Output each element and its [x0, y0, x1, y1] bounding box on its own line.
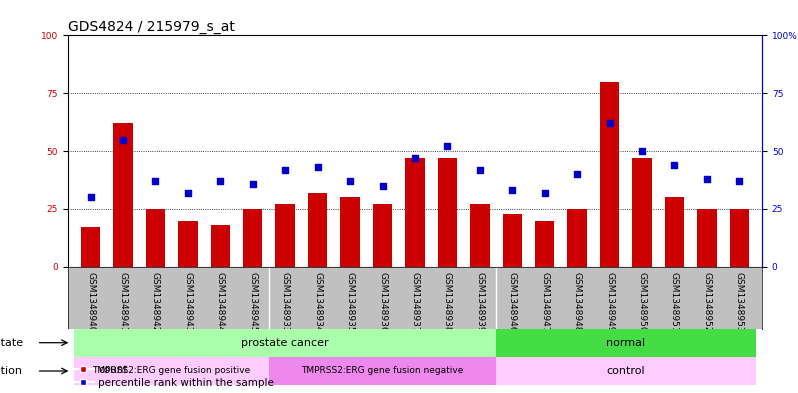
Text: GSM1348942: GSM1348942 — [151, 272, 160, 332]
Text: normal: normal — [606, 338, 646, 348]
Text: GSM1348941: GSM1348941 — [118, 272, 128, 332]
Bar — [308, 193, 327, 267]
Text: GSM1348950: GSM1348950 — [638, 272, 646, 332]
Point — [84, 194, 97, 200]
Bar — [567, 209, 587, 267]
Point — [441, 143, 454, 150]
Bar — [113, 123, 132, 267]
Text: GSM1348952: GSM1348952 — [702, 272, 712, 332]
Bar — [405, 158, 425, 267]
Bar — [275, 204, 295, 267]
Text: GSM1348949: GSM1348949 — [605, 272, 614, 332]
Point — [279, 167, 291, 173]
Point — [701, 176, 713, 182]
Bar — [437, 158, 457, 267]
Bar — [211, 225, 230, 267]
Point — [409, 155, 421, 161]
Text: disease state: disease state — [0, 338, 22, 348]
Point — [571, 171, 583, 177]
Text: GSM1348943: GSM1348943 — [184, 272, 192, 332]
Text: prostate cancer: prostate cancer — [241, 338, 329, 348]
Bar — [243, 209, 263, 267]
Point — [247, 180, 259, 187]
Point — [733, 178, 746, 184]
Point — [473, 167, 486, 173]
Point — [539, 189, 551, 196]
Text: GSM1348946: GSM1348946 — [508, 272, 517, 332]
Bar — [697, 209, 717, 267]
Bar — [535, 220, 555, 267]
Bar — [178, 220, 198, 267]
Point — [506, 187, 519, 194]
Legend: count, percentile rank within the sample: count, percentile rank within the sample — [73, 365, 274, 388]
Bar — [496, 357, 756, 385]
Bar — [729, 209, 749, 267]
Point — [181, 189, 194, 196]
Text: GSM1348951: GSM1348951 — [670, 272, 679, 332]
Point — [603, 120, 616, 127]
Point — [344, 178, 357, 184]
Bar — [340, 197, 360, 267]
Text: GSM1348938: GSM1348938 — [443, 272, 452, 332]
Text: GSM1348939: GSM1348939 — [476, 272, 484, 332]
Point — [117, 136, 129, 143]
Bar — [74, 357, 269, 385]
Text: GDS4824 / 215979_s_at: GDS4824 / 215979_s_at — [68, 20, 235, 34]
Bar — [74, 329, 496, 357]
Text: TMPRSS2:ERG gene fusion positive: TMPRSS2:ERG gene fusion positive — [93, 367, 251, 375]
Point — [149, 178, 162, 184]
Text: GSM1348937: GSM1348937 — [410, 272, 420, 332]
Text: GSM1348934: GSM1348934 — [313, 272, 322, 332]
Bar — [81, 228, 101, 267]
Bar — [600, 82, 619, 267]
Text: GSM1348948: GSM1348948 — [573, 272, 582, 332]
Text: GSM1348933: GSM1348933 — [281, 272, 290, 332]
Text: GSM1348935: GSM1348935 — [346, 272, 354, 332]
Text: GSM1348945: GSM1348945 — [248, 272, 257, 332]
Bar — [503, 214, 522, 267]
Bar — [269, 357, 496, 385]
Bar — [632, 158, 652, 267]
Bar — [665, 197, 684, 267]
Bar — [373, 204, 393, 267]
Point — [376, 183, 389, 189]
Bar — [470, 204, 490, 267]
Text: genotype/variation: genotype/variation — [0, 366, 22, 376]
Bar — [496, 329, 756, 357]
Text: TMPRSS2:ERG gene fusion negative: TMPRSS2:ERG gene fusion negative — [302, 367, 464, 375]
Text: GSM1348936: GSM1348936 — [378, 272, 387, 332]
Text: control: control — [606, 366, 645, 376]
Point — [311, 164, 324, 171]
Text: GSM1348953: GSM1348953 — [735, 272, 744, 332]
Text: GSM1348944: GSM1348944 — [215, 272, 225, 332]
Point — [214, 178, 227, 184]
Point — [636, 148, 649, 154]
Text: GSM1348940: GSM1348940 — [86, 272, 95, 332]
Text: GSM1348947: GSM1348947 — [540, 272, 549, 332]
Point — [668, 162, 681, 168]
Bar — [146, 209, 165, 267]
